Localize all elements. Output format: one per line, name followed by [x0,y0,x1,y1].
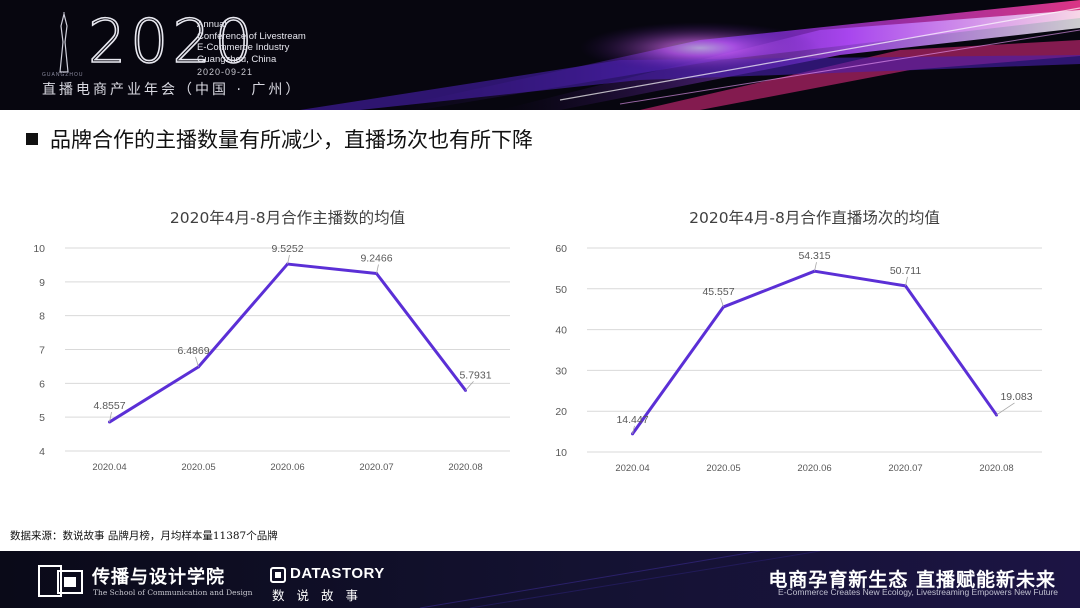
slogan-en: E-Commerce Creates New Ecology, Livestre… [778,587,1058,597]
y-tick-label: 6 [39,378,45,390]
data-label: 45.557 [702,286,734,298]
conference-line: Annual [197,19,227,30]
school-logo-icon [38,565,83,597]
y-tick-label: 60 [555,243,567,255]
data-label-leader [465,381,474,391]
x-tick-label: 2020.05 [181,462,215,473]
school-name-en: The School of Communication and Design [93,588,253,597]
data-point [375,271,378,275]
datastory-name-cn: 数说故事 [272,588,371,603]
x-tick-label: 2020.05 [706,463,740,474]
data-point [631,432,634,436]
chart-session-count: 2020年4月-8月合作直播场次的均值 10 20 30 40 50 60 2020.04 20… [555,209,1042,474]
canton-tower-logo [59,12,69,73]
data-label-leader [195,356,199,367]
y-tick-label: 4 [39,446,45,458]
data-label: 9.2466 [360,252,392,264]
x-tick-label: 2020.06 [270,462,304,473]
chart-streamer-count: 2020年4月-8月合作主播数的均值 4 5 6 7 8 9 10 2020.04 2020.05… [33,209,510,473]
datastory-wordmark: DATASTORY [290,565,385,582]
conference-line: Guangzhou, China [197,53,277,65]
brand-subtitle: GUANGZHOU [42,72,84,78]
x-tick-label: 2020.07 [888,463,922,474]
x-tick-label: 2020.08 [979,463,1013,474]
data-label-leader [814,262,817,272]
conference-line: Conference of Livestream [197,30,306,42]
header-year: 2020 [87,7,257,77]
data-source-note: 数据来源：数说故事 品牌月榜，月均样本量11387个品牌 [10,530,278,542]
datastory-logo-icon [270,567,286,583]
x-tick-label: 2020.07 [359,462,393,473]
y-tick-label: 7 [39,345,45,357]
conference-line: E-Commerce Industry [197,42,290,53]
y-tick-label: 50 [555,284,567,296]
y-tick-label: 30 [555,365,567,377]
slogan-cn: 电商孕育新生态 直播赋能新未来 [768,569,1056,591]
bullet-square-icon [26,133,38,145]
data-label: 6.4869 [177,345,209,357]
slide-heading-text: 品牌合作的主播数量有所减少，直播场次也有所下降 [50,128,533,152]
data-label: 19.083 [1000,391,1032,403]
footer-banner: 传播与设计学院 The School of Communication and … [0,551,1080,608]
conference-date: 2020-09-21 [197,67,254,77]
x-tick-label: 2020.04 [615,463,649,474]
data-label: 54.315 [798,250,830,262]
conference-title-cn: 直播电商产业年会（中国 · 广州） [42,82,303,98]
footer-background [0,551,1080,608]
data-label: 4.8557 [93,400,125,412]
y-tick-label: 5 [39,412,45,424]
series-line [631,269,998,435]
school-name-cn: 传播与设计学院 [92,567,225,588]
data-label-leader [287,254,290,265]
header-banner: 2020 Annual Conference of Livestream E-C… [0,0,1080,110]
data-label: 9.5252 [271,243,303,255]
x-tick-label: 2020.04 [92,462,126,473]
header-light-streaks [0,0,1080,110]
data-label: 5.7931 [459,369,491,381]
data-label-leader [996,402,1015,416]
y-tick-label: 20 [555,406,567,418]
data-label-leader [376,264,379,274]
x-tick-label: 2020.08 [448,462,482,473]
y-tick-label: 9 [39,277,45,289]
data-label: 50.711 [890,265,921,277]
chart-title: 2020年4月-8月合作主播数的均值 [170,209,405,227]
y-tick-label: 40 [555,325,567,337]
chart-title: 2020年4月-8月合作直播场次的均值 [689,209,940,227]
series-line [108,262,467,424]
data-label-leader [720,297,724,308]
data-label: 14.447 [616,414,648,426]
conference-title: Annual Conference of Livestream E-Commer… [197,19,306,65]
slide-heading: 品牌合作的主播数量有所减少，直播场次也有所下降 [26,124,533,154]
data-label-leader [109,411,112,423]
data-label-leader [905,276,908,286]
x-tick-label: 2020.06 [797,463,831,474]
data-point [108,420,111,424]
data-label-leader [632,425,635,434]
y-tick-label: 10 [555,447,567,459]
y-tick-label: 10 [33,243,45,255]
y-tick-label: 8 [39,311,45,323]
